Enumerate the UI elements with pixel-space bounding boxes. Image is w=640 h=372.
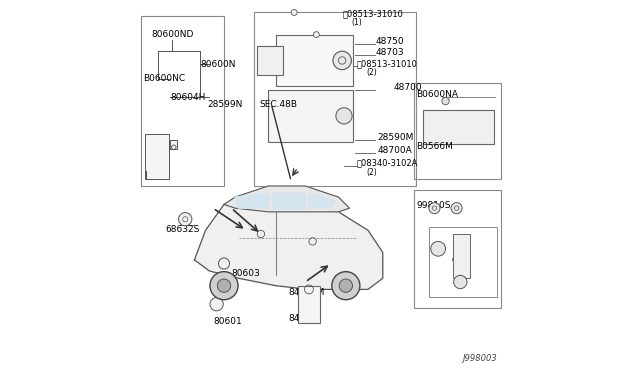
Bar bbox=[424, 110, 493, 144]
Bar bbox=[145, 134, 168, 179]
Circle shape bbox=[314, 32, 319, 38]
Bar bbox=[257, 46, 283, 75]
Text: (2): (2) bbox=[366, 68, 377, 77]
Circle shape bbox=[451, 203, 462, 214]
Circle shape bbox=[333, 51, 351, 70]
Text: 80604H: 80604H bbox=[170, 93, 206, 102]
Text: B0566M: B0566M bbox=[416, 142, 453, 151]
Text: or: or bbox=[452, 255, 460, 264]
Text: B0600NA: B0600NA bbox=[416, 90, 458, 99]
Text: Ⓝ08513-31010: Ⓝ08513-31010 bbox=[357, 59, 418, 68]
Text: Ⓝ08513-31010: Ⓝ08513-31010 bbox=[342, 9, 403, 18]
Circle shape bbox=[210, 298, 223, 311]
Text: 80600ND: 80600ND bbox=[151, 30, 193, 39]
Text: 48703: 48703 bbox=[376, 48, 404, 57]
Bar bbox=[298, 286, 320, 323]
Text: 48700A: 48700A bbox=[377, 146, 412, 155]
Polygon shape bbox=[309, 193, 335, 208]
Text: 48700: 48700 bbox=[394, 83, 422, 92]
Circle shape bbox=[218, 258, 230, 269]
Circle shape bbox=[442, 97, 449, 105]
Polygon shape bbox=[235, 193, 268, 208]
Bar bbox=[268, 90, 353, 142]
Text: J998003: J998003 bbox=[463, 354, 497, 363]
Text: SEC.48B: SEC.48B bbox=[259, 100, 297, 109]
Circle shape bbox=[179, 212, 192, 226]
Bar bbox=[253, 13, 416, 186]
Text: (2): (2) bbox=[366, 168, 377, 177]
Text: 99810S: 99810S bbox=[416, 201, 451, 210]
Bar bbox=[453, 234, 470, 278]
Text: (1): (1) bbox=[351, 18, 362, 28]
Circle shape bbox=[210, 272, 238, 300]
Polygon shape bbox=[195, 197, 383, 289]
Circle shape bbox=[291, 10, 297, 15]
Circle shape bbox=[336, 108, 352, 124]
Text: 28590M: 28590M bbox=[377, 133, 413, 142]
Text: 84460: 84460 bbox=[289, 314, 317, 323]
Bar bbox=[429, 227, 497, 297]
Text: 68632S: 68632S bbox=[165, 225, 199, 234]
Text: 80603: 80603 bbox=[232, 269, 260, 279]
Circle shape bbox=[332, 272, 360, 300]
Text: B0600NC: B0600NC bbox=[143, 74, 185, 83]
Text: 84665M: 84665M bbox=[289, 288, 325, 297]
Bar bbox=[414, 83, 501, 179]
Bar bbox=[141, 16, 224, 186]
Circle shape bbox=[431, 241, 445, 256]
Text: 48750: 48750 bbox=[376, 37, 404, 46]
Polygon shape bbox=[224, 186, 349, 212]
Circle shape bbox=[339, 279, 353, 292]
Text: Ⓝ08340-3102A: Ⓝ08340-3102A bbox=[357, 159, 419, 168]
Bar bbox=[170, 140, 177, 149]
Circle shape bbox=[454, 275, 467, 289]
Bar bbox=[276, 35, 353, 86]
Polygon shape bbox=[272, 193, 305, 208]
Text: 80601: 80601 bbox=[213, 317, 242, 327]
Circle shape bbox=[429, 203, 440, 214]
Circle shape bbox=[218, 279, 230, 292]
Text: 80600N: 80600N bbox=[200, 60, 236, 69]
Bar bbox=[414, 190, 501, 308]
Text: 28599N: 28599N bbox=[207, 100, 243, 109]
